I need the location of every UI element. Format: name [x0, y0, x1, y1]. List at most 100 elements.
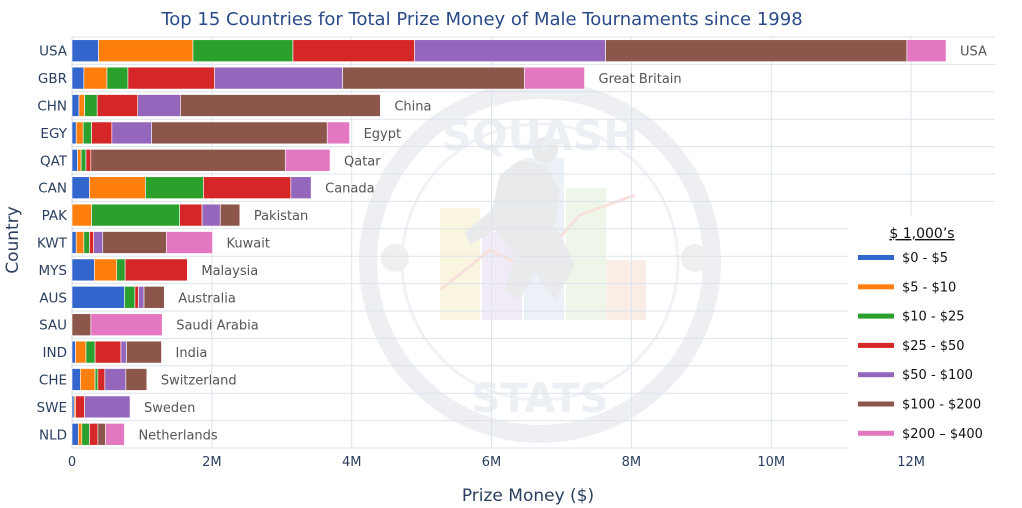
x-tick-label: 4M: [342, 455, 362, 470]
watermark-bottom-text: STATS: [472, 376, 609, 422]
bar-segment: [78, 94, 85, 117]
bar-segment: [94, 368, 99, 391]
x-tick-label: 10M: [757, 455, 785, 470]
x-axis-title: Prize Money ($): [462, 486, 594, 506]
category-label: NLD: [39, 427, 67, 443]
bar-end-label: Sweden: [144, 401, 195, 416]
x-tick-label: 0: [68, 455, 76, 470]
bar-segment: [90, 149, 286, 172]
bar-segment: [71, 395, 75, 419]
bar-segment: [906, 39, 947, 62]
legend-item-label: $25 - $50: [902, 339, 965, 354]
gridlines: [71, 36, 995, 449]
bar-segment: [201, 203, 221, 227]
bar-segment: [75, 340, 87, 364]
bar-segment: [89, 231, 94, 254]
bar-segment: [91, 203, 180, 227]
bar-segment: [145, 176, 204, 199]
bar-segment: [90, 313, 163, 336]
bar-segment: [104, 368, 127, 391]
bar-segment: [124, 258, 188, 282]
bar-segment: [203, 176, 292, 199]
bar-segment: [98, 39, 194, 62]
bar-segment: [111, 121, 153, 145]
bar-segment: [192, 39, 294, 62]
bar-segment: [124, 286, 136, 309]
bar-segment: [127, 66, 215, 90]
bar-segment: [75, 395, 85, 419]
legend-title: $ 1,000’s: [889, 226, 954, 242]
bar-end-label: China: [394, 100, 431, 115]
bar-segment: [179, 203, 203, 227]
legend-item-label: $0 - $5: [902, 251, 948, 266]
legend-item-label: $10 - $25: [902, 310, 965, 325]
chart-title: Top 15 Countries for Total Prize Money o…: [160, 9, 802, 30]
bar-segment: [83, 231, 90, 254]
bar-segment: [75, 121, 84, 145]
bar-segment: [71, 368, 81, 391]
bar-segment: [166, 231, 213, 254]
category-label: KWT: [37, 236, 68, 252]
bar-segment: [71, 149, 78, 172]
bar-segment: [284, 149, 331, 172]
bar-segment: [524, 66, 585, 90]
bar-segment: [120, 340, 127, 364]
legend-item-label: $200 – $400: [902, 427, 983, 442]
bar-segment: [80, 149, 87, 172]
bar-segment: [105, 423, 125, 446]
category-label: GBR: [38, 71, 67, 87]
watermark-top-text: SQUASH: [442, 111, 639, 160]
x-tick-label: 8M: [622, 455, 642, 470]
legend-swatch: [858, 430, 894, 436]
category-label: CAN: [38, 181, 67, 197]
bar-end-label: Switzerland: [161, 374, 237, 389]
bar-segment: [71, 203, 92, 227]
x-tick-label: 12M: [897, 455, 925, 470]
y-axis-category-labels: USA GBR CHN EGY QAT CAN PAK KWT MYS AUS SAU IND CHE S…: [37, 44, 69, 444]
bar-segment: [137, 94, 181, 117]
bar-end-label: India: [176, 346, 208, 361]
bar-segment: [290, 176, 312, 199]
bar-segment: [138, 286, 145, 309]
bar-segment: [214, 66, 343, 90]
bar-segment: [97, 423, 106, 446]
bar-segment: [102, 231, 167, 254]
bar-segment: [292, 39, 415, 62]
bar-segment: [71, 423, 79, 446]
bar-segment: [326, 121, 350, 145]
legend-item-label: $100 - $200: [902, 398, 981, 413]
legend-swatch: [858, 372, 894, 378]
bar-segment: [84, 395, 131, 419]
legend-item-label: $5 - $10: [902, 280, 956, 295]
bar-end-label: Egypt: [364, 127, 402, 142]
bar-end-label: Canada: [325, 182, 374, 197]
bar-segment: [151, 121, 328, 145]
category-label: SAU: [39, 318, 67, 334]
bar-segment: [342, 66, 525, 90]
squash-stats-watermark: SQUASH STATS: [359, 81, 721, 443]
bar-segment: [81, 423, 90, 446]
bar-segment: [89, 423, 99, 446]
bar-end-label: Qatar: [344, 154, 381, 169]
bar-segment: [94, 258, 118, 282]
bar-segment: [75, 231, 85, 254]
bar-segment: [97, 368, 106, 391]
bar-segment: [71, 313, 92, 336]
x-axis-tick-labels: 0 2M 4M 6M 8M 10M 12M: [68, 455, 925, 470]
category-label: PAK: [42, 208, 69, 224]
bar-segment: [96, 94, 139, 117]
x-tick-label: 2M: [202, 455, 222, 470]
legend-swatch: [858, 401, 894, 407]
bar-segment: [71, 176, 90, 199]
bar-segment: [134, 286, 139, 309]
bar-segment: [71, 258, 95, 282]
legend-swatch: [858, 313, 894, 319]
bar-segment: [77, 149, 82, 172]
legend-swatch: [858, 342, 894, 348]
bar-segment: [82, 121, 92, 145]
bar-segment: [116, 258, 126, 282]
category-label: CHN: [37, 99, 67, 115]
bar-segment: [85, 340, 96, 364]
bar-segment: [414, 39, 606, 62]
